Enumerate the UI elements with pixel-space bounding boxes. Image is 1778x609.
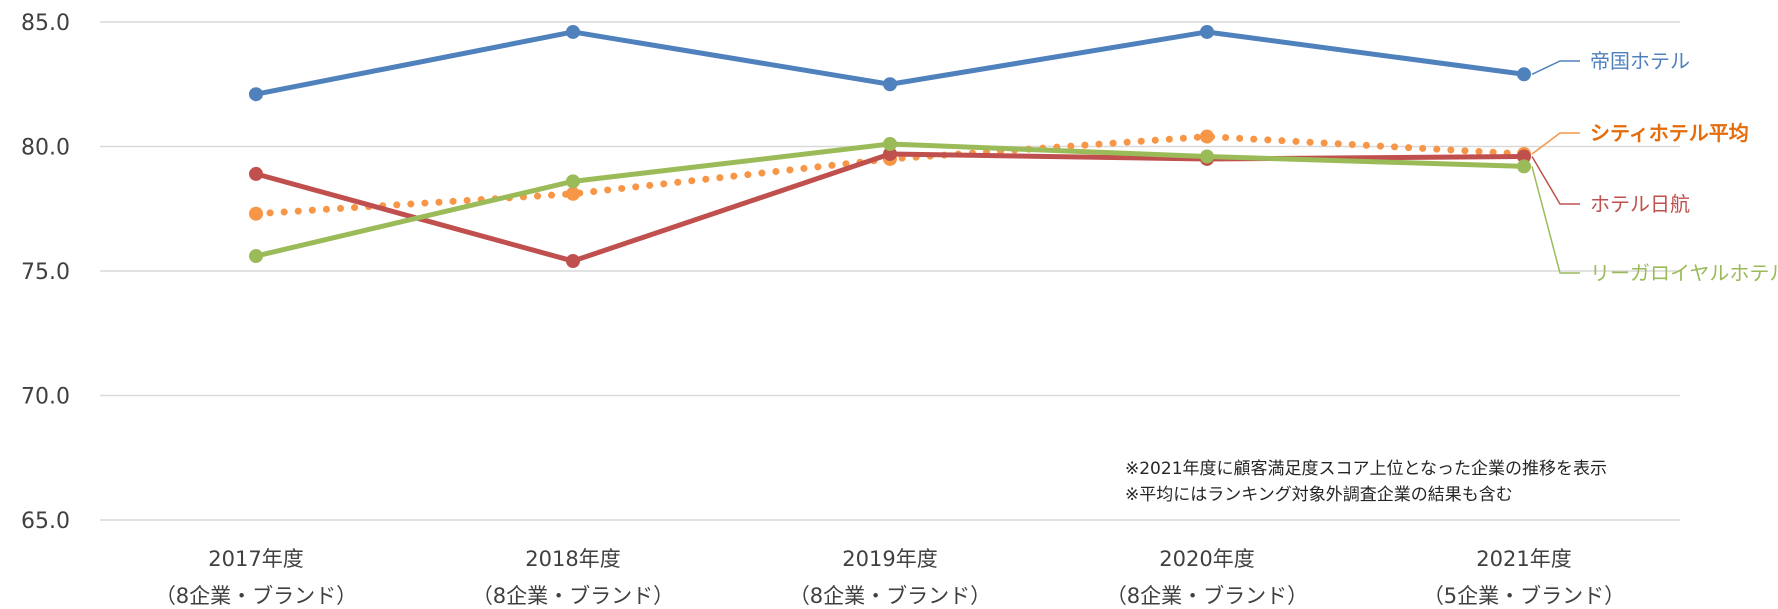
data-point [1200,24,1214,39]
series-label: リーガロイヤルホテル [1590,261,1778,285]
series-line [253,151,1527,264]
data-point [1200,129,1214,144]
y-tick-label: 65.0 [21,509,70,534]
series-leader-line [1531,60,1580,75]
series-leader-line [1531,166,1580,274]
data-point [883,137,897,152]
data-point [883,77,897,92]
data-point [566,254,580,269]
data-point [883,146,897,161]
x-category-sublabel: （8企業・ブランド） [789,584,991,608]
x-category-sublabel: （8企業・ブランド） [155,584,357,608]
data-point [1200,149,1214,164]
chart-note: ※2021年度に顧客満足度スコア上位となった企業の推移を表示 [1125,459,1607,479]
y-tick-label: 70.0 [21,385,70,410]
data-point [249,166,263,181]
data-point [566,174,580,189]
y-tick-label: 80.0 [21,136,70,161]
data-point [1517,67,1531,82]
data-point [566,186,580,201]
series-label: ホテル日航 [1590,192,1690,216]
data-point [566,24,580,39]
data-point [1517,159,1531,174]
data-point [249,206,263,221]
x-category-sublabel: （5企業・ブランド） [1423,584,1625,608]
data-point [249,87,263,102]
data-point [1517,149,1531,164]
x-category-label: 2018年度 [525,547,620,571]
series-label: シティホテル平均 [1590,121,1749,145]
x-category-label: 2021年度 [1476,547,1571,571]
y-tick-label: 85.0 [21,11,70,36]
x-category-sublabel: （8企業・ブランド） [472,584,674,608]
y-tick-label: 75.0 [21,260,70,285]
data-point [249,249,263,264]
x-category-label: 2020年度 [1159,547,1254,571]
series-leader-line [1531,156,1580,205]
x-category-label: 2017年度 [208,547,303,571]
chart-note: ※平均にはランキング対象外調査企業の結果も含む [1125,485,1513,505]
x-category-label: 2019年度 [842,547,937,571]
series-label: 帝国ホテル [1590,49,1690,73]
series-leader-line [1531,132,1580,155]
x-category-sublabel: （8企業・ブランド） [1106,584,1308,608]
